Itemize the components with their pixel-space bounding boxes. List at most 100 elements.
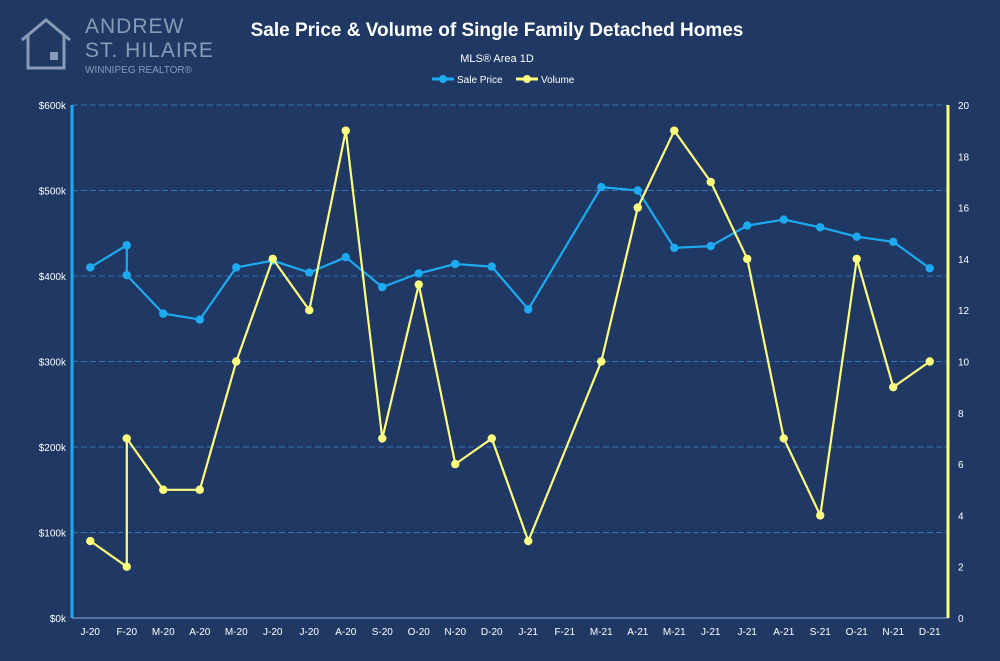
x-tick-label: M-21 — [663, 627, 686, 638]
y-left-tick-label: $400k — [39, 272, 67, 283]
data-point — [378, 282, 387, 292]
data-point — [378, 434, 387, 443]
y-left-tick-label: $0k — [50, 614, 67, 625]
y-right-tick-label: 18 — [958, 152, 970, 163]
x-tick-label: A-21 — [627, 627, 649, 638]
series — [86, 126, 934, 571]
x-tick-label: A-20 — [335, 627, 357, 638]
data-point — [633, 203, 642, 212]
x-tick-label: O-20 — [408, 627, 431, 638]
data-point — [341, 252, 350, 262]
data-point — [743, 221, 752, 230]
x-tick-label: D-21 — [919, 627, 941, 638]
x-tick-label: J-20 — [263, 627, 283, 638]
data-point — [524, 305, 533, 314]
data-point — [706, 241, 715, 251]
data-point — [670, 243, 679, 252]
x-tick-label: M-21 — [590, 627, 613, 638]
legend-label-sale-price: Sale Price — [457, 75, 503, 86]
data-point — [122, 270, 131, 280]
y-left-tick-label: $100k — [39, 529, 67, 540]
data-point — [816, 223, 825, 232]
y-right-tick-label: 8 — [958, 409, 964, 420]
data-point — [414, 280, 423, 289]
x-tick-label: A-21 — [773, 627, 795, 638]
y-right-tick-label: 14 — [958, 255, 970, 266]
legend-item-sale-price: Sale Price — [432, 75, 503, 86]
y-left-tick-label: $500k — [39, 187, 67, 198]
logo-line-2: ST. HILAIRE — [85, 39, 214, 62]
x-tick-label: S-20 — [372, 627, 394, 638]
y-right-tick-label: 12 — [958, 306, 970, 317]
data-point — [925, 264, 934, 273]
chart-subtitle: MLS® Area 1D — [460, 53, 534, 65]
data-point — [743, 254, 752, 264]
y-right-tick-label: 4 — [958, 511, 964, 522]
data-point — [305, 306, 314, 315]
data-point — [414, 269, 423, 278]
data-point — [159, 485, 168, 494]
data-point — [451, 459, 460, 469]
x-tick-label: J-20 — [300, 627, 320, 638]
logo-line-1: ANDREW — [85, 15, 184, 38]
data-point — [122, 562, 131, 571]
x-tick-label: F-21 — [554, 627, 575, 638]
data-point — [925, 357, 934, 366]
x-tick-label: J-21 — [701, 627, 721, 638]
data-point — [159, 309, 168, 318]
y-right-tick-label: 2 — [958, 563, 964, 574]
data-point — [597, 357, 606, 366]
axes — [70, 105, 950, 619]
data-point — [487, 262, 496, 271]
data-point — [232, 357, 241, 366]
data-point — [487, 434, 496, 443]
series-line — [89, 129, 931, 568]
house-icon — [21, 18, 71, 70]
data-point — [268, 254, 277, 264]
data-point — [341, 126, 350, 135]
y-left-tick-label: $600k — [39, 101, 67, 112]
x-tick-label: A-20 — [189, 627, 211, 638]
y-right-tick-label: 20 — [958, 101, 970, 112]
x-tick-label: N-21 — [882, 627, 904, 638]
data-point — [451, 259, 460, 269]
series-1 — [86, 126, 934, 571]
data-point — [195, 485, 204, 494]
data-point — [597, 182, 606, 192]
x-tick-label: J-20 — [81, 627, 101, 638]
chart-title: Sale Price & Volume of Single Family Det… — [251, 20, 744, 41]
legend-label-volume: Volume — [541, 75, 575, 86]
x-tick-label: S-21 — [810, 627, 832, 638]
x-tick-label: F-20 — [116, 627, 137, 638]
data-point — [779, 434, 788, 443]
x-tick-label: J-21 — [519, 627, 539, 638]
y-left-tick-label: $200k — [39, 443, 67, 454]
data-point — [524, 536, 533, 546]
data-point — [86, 536, 95, 546]
data-point — [670, 126, 679, 135]
series-0 — [86, 182, 934, 324]
data-point — [305, 268, 314, 277]
legend: Sale Price Volume — [432, 75, 575, 86]
x-tick-label: J-21 — [738, 627, 758, 638]
data-point — [195, 315, 204, 324]
data-point — [633, 186, 642, 195]
y-left-tick-label: $300k — [39, 358, 67, 369]
y-right-tick-label: 0 — [958, 614, 964, 625]
data-point — [852, 232, 861, 241]
x-tick-label: N-20 — [444, 627, 466, 638]
data-point — [816, 511, 825, 520]
data-point — [122, 434, 131, 443]
y-right-tick-label: 10 — [958, 358, 970, 369]
data-point — [852, 254, 861, 264]
grid — [72, 104, 948, 533]
x-tick-label: D-20 — [481, 627, 503, 638]
data-point — [86, 263, 95, 272]
data-point — [706, 177, 715, 187]
series-line — [89, 186, 931, 321]
x-tick-label: O-21 — [846, 627, 869, 638]
y-right-tick-label: 16 — [958, 204, 970, 215]
legend-item-volume: Volume — [516, 75, 575, 86]
logo-line-3: WINNIPEG REALTOR® — [85, 65, 193, 76]
